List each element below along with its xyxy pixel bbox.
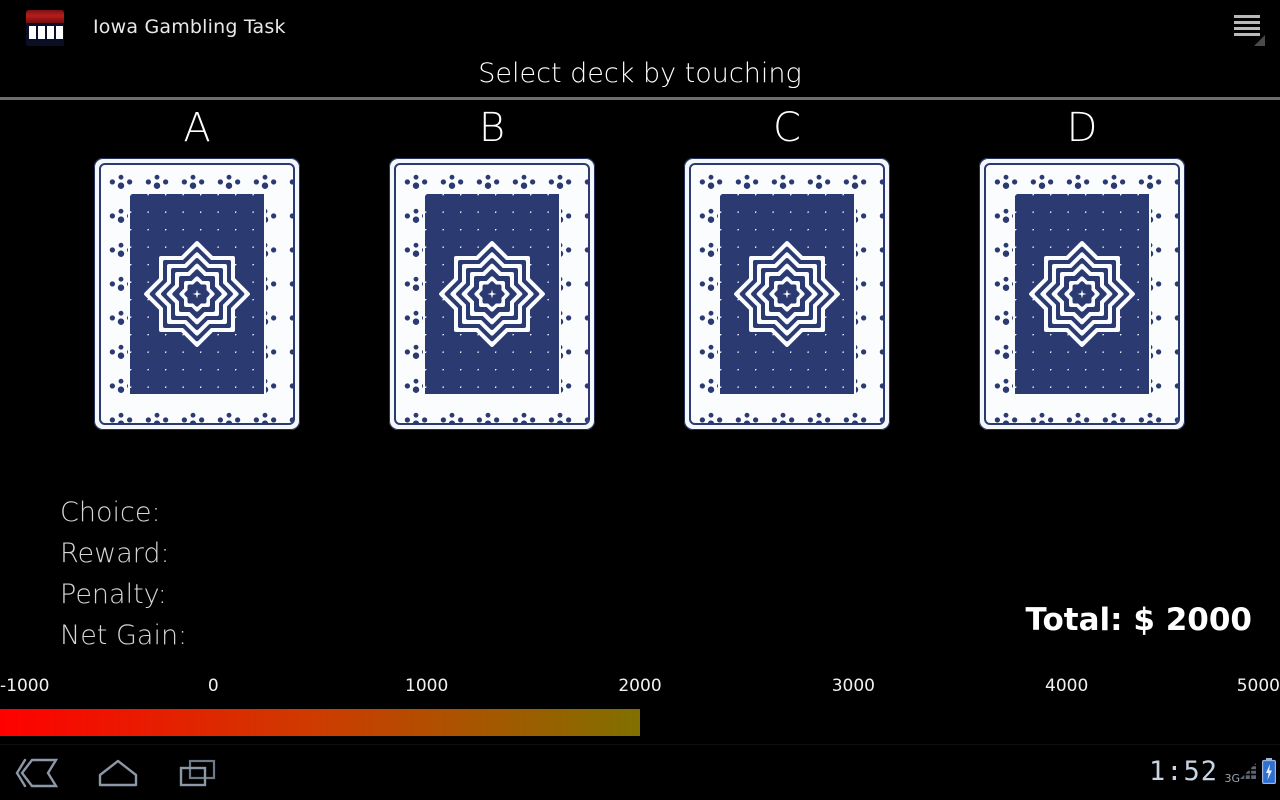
reward-row: Reward:	[60, 533, 187, 574]
money-scale: -1000 0 1000 2000 3000 4000 5000	[0, 676, 1280, 738]
deck-label-a: A	[183, 105, 211, 151]
card-medallion-b	[438, 240, 546, 348]
app-title: Iowa Gambling Task	[93, 16, 286, 38]
stats-panel: Choice: Reward: Penalty: Net Gain:	[60, 492, 187, 656]
system-clock: 1:52	[1148, 756, 1218, 787]
scale-track	[0, 709, 1280, 736]
penalty-row: Penalty:	[60, 574, 187, 615]
cards-icon	[26, 10, 64, 46]
scale-tick: 4000	[1045, 676, 1089, 696]
card-back-d[interactable]	[979, 158, 1185, 430]
back-arrow-icon[interactable]	[12, 757, 64, 789]
recent-apps-icon[interactable]	[172, 757, 224, 789]
deck-d: D	[979, 100, 1185, 430]
scale-tick: 1000	[405, 676, 449, 696]
card-medallion-c	[733, 240, 841, 348]
header-divider	[0, 97, 1280, 100]
scale-tick: 5000	[1236, 676, 1280, 696]
card-medallion-d	[1028, 240, 1136, 348]
deck-label-d: D	[1066, 105, 1098, 151]
scale-tick: -1000	[0, 676, 50, 696]
card-medallion-a	[143, 240, 251, 348]
penalty-label: Penalty:	[60, 579, 167, 610]
system-nav-bar: 1:52 3G	[0, 744, 1280, 800]
deck-a: A	[94, 100, 300, 430]
signal-bars-icon	[1240, 761, 1258, 781]
deck-label-c: C	[773, 105, 801, 151]
scale-tick: 3000	[831, 676, 875, 696]
scale-fill-bar	[0, 709, 640, 736]
card-back-a[interactable]	[94, 158, 300, 430]
deck-c: C	[684, 100, 890, 430]
total-amount: Total: $ 2000	[1025, 602, 1252, 638]
home-icon[interactable]	[92, 757, 144, 789]
card-back-c[interactable]	[684, 158, 890, 430]
page-title: Select deck by touching	[478, 58, 802, 89]
scale-tick: 0	[207, 676, 219, 696]
deck-b: B	[389, 100, 595, 430]
battery-charging-icon	[1262, 758, 1276, 784]
choice-label: Choice:	[60, 497, 161, 528]
network-type-label: 3G	[1224, 772, 1240, 785]
deck-label-b: B	[478, 105, 506, 151]
deck-row: A B	[0, 100, 1280, 460]
card-back-b[interactable]	[389, 158, 595, 430]
net-gain-label: Net Gain:	[60, 620, 188, 651]
scale-tick: 2000	[618, 676, 662, 696]
net-gain-row: Net Gain:	[60, 615, 187, 656]
title-bar: Iowa Gambling Task	[0, 0, 1280, 58]
choice-row: Choice:	[60, 492, 187, 533]
overflow-menu-icon[interactable]	[1230, 12, 1266, 46]
reward-label: Reward:	[60, 538, 170, 569]
scale-tick-labels: -1000 0 1000 2000 3000 4000 5000	[0, 676, 1280, 704]
